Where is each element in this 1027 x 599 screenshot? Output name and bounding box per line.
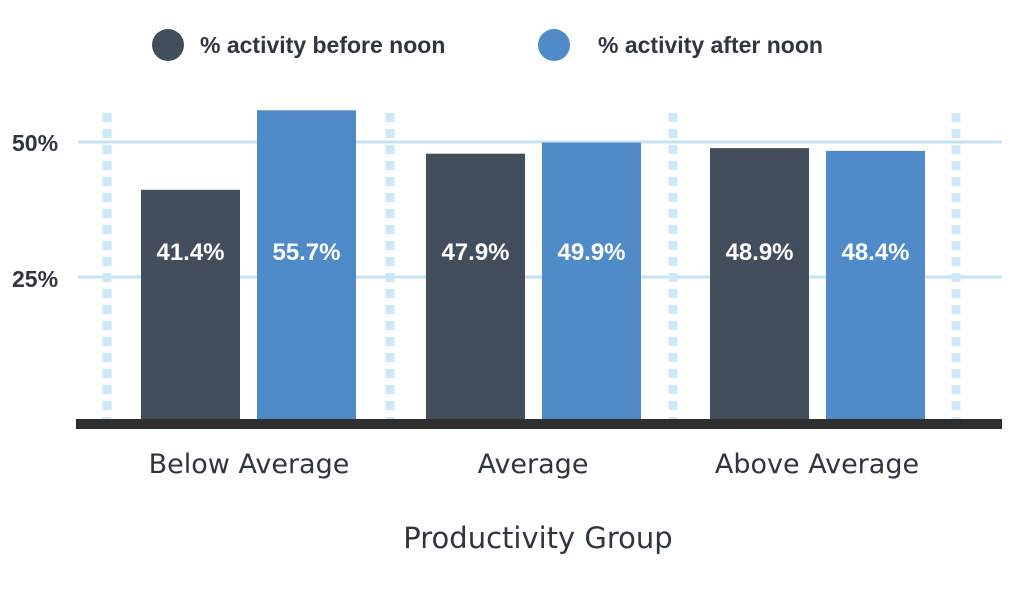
bar-after-noon	[542, 142, 641, 420]
bar-before-noon	[141, 189, 240, 420]
legend-marker-after-noon	[538, 29, 570, 61]
bar-before-noon	[426, 153, 525, 420]
x-axis-title: Productivity Group	[403, 521, 672, 555]
category-label-above-average: Above Average	[715, 449, 919, 480]
legend-label-after-noon: % activity after noon	[598, 32, 823, 58]
bar-before-noon	[710, 148, 809, 420]
bar-after-noon	[826, 150, 925, 420]
group-separators	[102, 113, 961, 420]
legend-label-before-noon: % activity before noon	[200, 32, 445, 58]
x-axis-baseline	[76, 419, 1002, 429]
category-label-below-average: Below Average	[149, 449, 350, 480]
bar-value-label: 48.4%	[841, 239, 909, 266]
bar-labels: 41.4% 55.7% 47.9% 49.9% 48.9% 48.4%	[156, 239, 909, 266]
y-tick-label-50: 50%	[12, 130, 58, 156]
category-label-average: Average	[478, 449, 589, 480]
bar-value-label: 47.9%	[441, 239, 509, 266]
bar-value-label: 55.7%	[272, 239, 340, 266]
x-axis: Below Average Average Above Average	[149, 449, 919, 480]
y-tick-label-25: 25%	[12, 266, 58, 292]
bar-value-label: 48.9%	[725, 239, 793, 266]
legend-marker-before-noon	[152, 29, 184, 61]
bar-value-label: 49.9%	[557, 239, 625, 266]
bar-value-label: 41.4%	[156, 239, 224, 266]
legend: % activity before noon % activity after …	[152, 29, 823, 61]
bars	[141, 110, 925, 421]
bar-after-noon	[257, 110, 356, 421]
y-axis: 50% 25%	[12, 130, 58, 292]
